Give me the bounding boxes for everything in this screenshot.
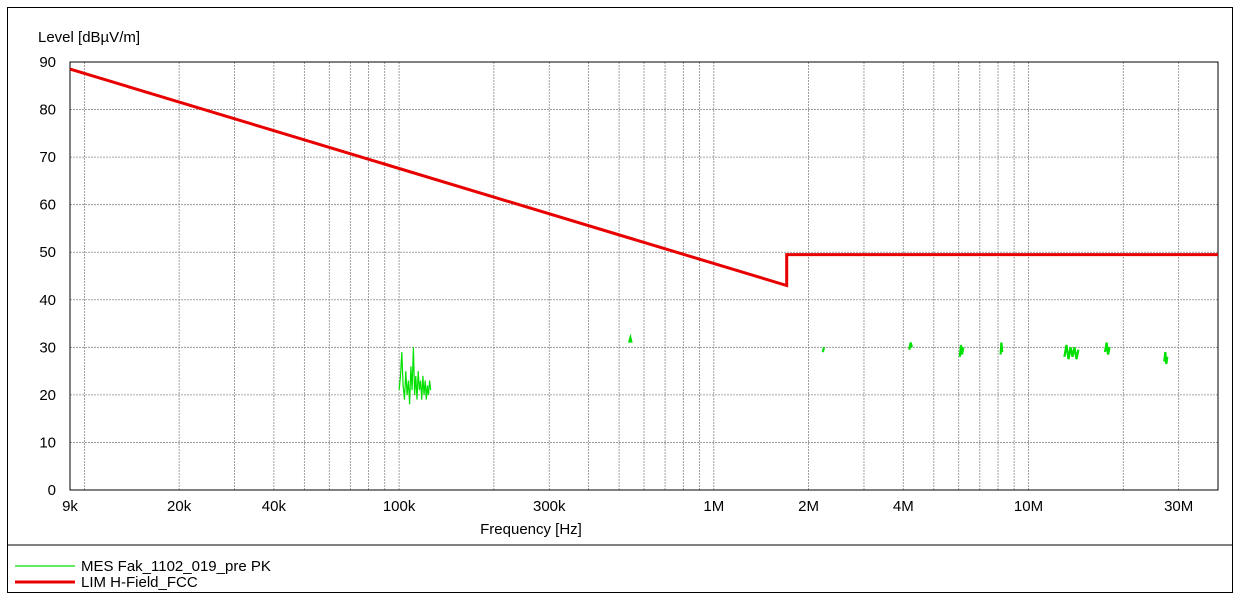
y-tick-label: 20 (39, 387, 56, 404)
series-mes-segment (628, 333, 633, 343)
grid (70, 61, 1218, 490)
y-tick-label: 70 (39, 149, 56, 166)
x-axis-ticks: 9k 20k 40k 100k 300k 1M 2M 4M 10M 30M (62, 498, 1193, 515)
series-mes-segment (821, 347, 826, 353)
y-tick-label: 0 (48, 482, 56, 499)
y-tick-label: 10 (39, 434, 56, 451)
y-tick-label: 90 (39, 54, 56, 71)
x-tick-label: 30M (1164, 498, 1193, 515)
series-mes-segment (958, 344, 965, 357)
plot-border (69, 61, 1219, 491)
x-tick-label: 2M (798, 498, 819, 515)
x-tick-label: 10M (1014, 498, 1043, 515)
series-mes-segment (908, 342, 913, 350)
series-layer (70, 67, 1218, 405)
x-tick-label: 9k (62, 498, 78, 515)
y-tick-label: 40 (39, 292, 56, 309)
legend-label: LIM H-Field_FCC (81, 574, 198, 591)
series-mes-segment (1063, 344, 1080, 360)
series-mes-segment (999, 342, 1004, 355)
y-tick-label: 80 (39, 102, 56, 119)
series-mes-segment (1163, 351, 1169, 365)
x-tick-label: 4M (893, 498, 914, 515)
x-tick-label: 1M (703, 498, 724, 515)
x-tick-label: 300k (533, 498, 566, 515)
y-axis-ticks: 0 10 20 30 40 50 60 70 80 90 (39, 54, 56, 499)
x-tick-label: 40k (262, 498, 287, 515)
series-mes-segment (1103, 342, 1111, 355)
x-tick-label: 100k (383, 498, 416, 515)
y-tick-label: 60 (39, 197, 56, 214)
series-lim-line (70, 67, 1218, 288)
y-axis-label: Level [dBµV/m] (38, 29, 140, 46)
x-axis-label: Frequency [Hz] (480, 521, 582, 538)
chart-frame (7, 7, 1233, 593)
y-tick-label: 30 (39, 339, 56, 356)
legend-label: MES Fak_1102_019_pre PK (81, 558, 271, 575)
y-tick-label: 50 (39, 244, 56, 261)
series-mes-line (398, 347, 432, 405)
x-tick-label: 20k (167, 498, 192, 515)
